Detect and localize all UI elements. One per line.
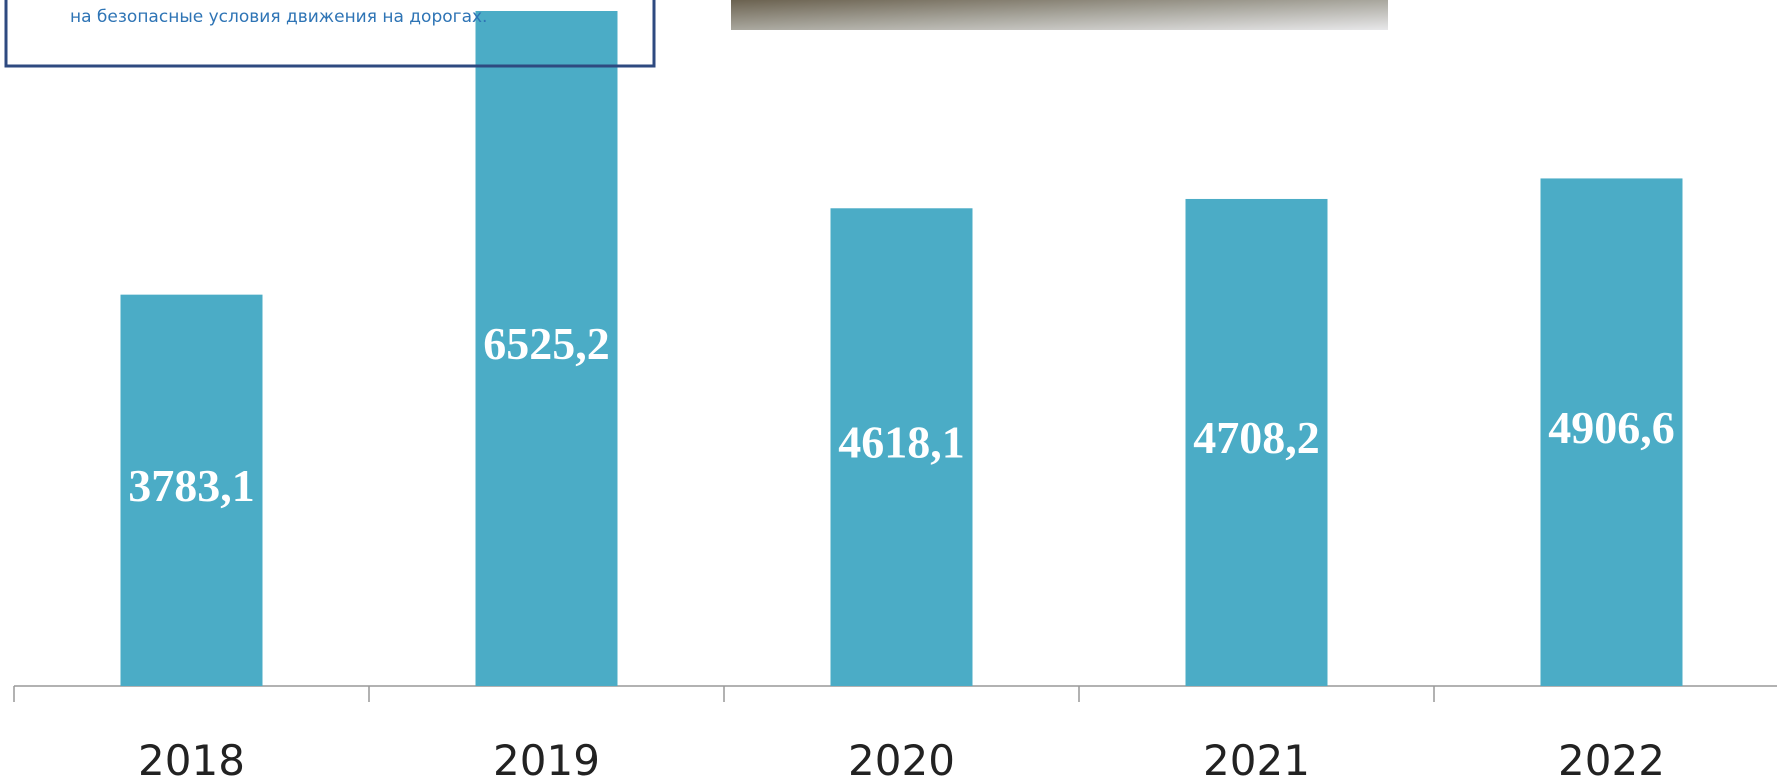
x-tick-label: 2018 bbox=[138, 736, 245, 776]
x-tick-label: 2019 bbox=[493, 736, 600, 776]
value-label: 6525,2 bbox=[483, 318, 610, 369]
bar bbox=[830, 208, 973, 687]
value-label: 3783,1 bbox=[128, 460, 255, 511]
text-box bbox=[4, 0, 656, 68]
bar bbox=[1540, 178, 1683, 686]
x-tick-label: 2022 bbox=[1558, 736, 1665, 776]
plot: 3783,1 2018 6525,2 2019 4618,1 2020 4708,2 2021… bbox=[13, 11, 1777, 776]
bar bbox=[120, 294, 263, 686]
bar bbox=[1185, 198, 1328, 686]
value-label: 4618,1 bbox=[838, 417, 965, 468]
x-tick-label: 2021 bbox=[1203, 736, 1310, 776]
x-tick-label: 2020 bbox=[848, 736, 955, 776]
bar bbox=[475, 11, 618, 686]
photo bbox=[731, 0, 1388, 30]
value-label: 4906,6 bbox=[1548, 402, 1675, 453]
annotation: на безопасные условия движения на дорога… bbox=[70, 7, 487, 27]
value-label: 4708,2 bbox=[1193, 412, 1320, 463]
